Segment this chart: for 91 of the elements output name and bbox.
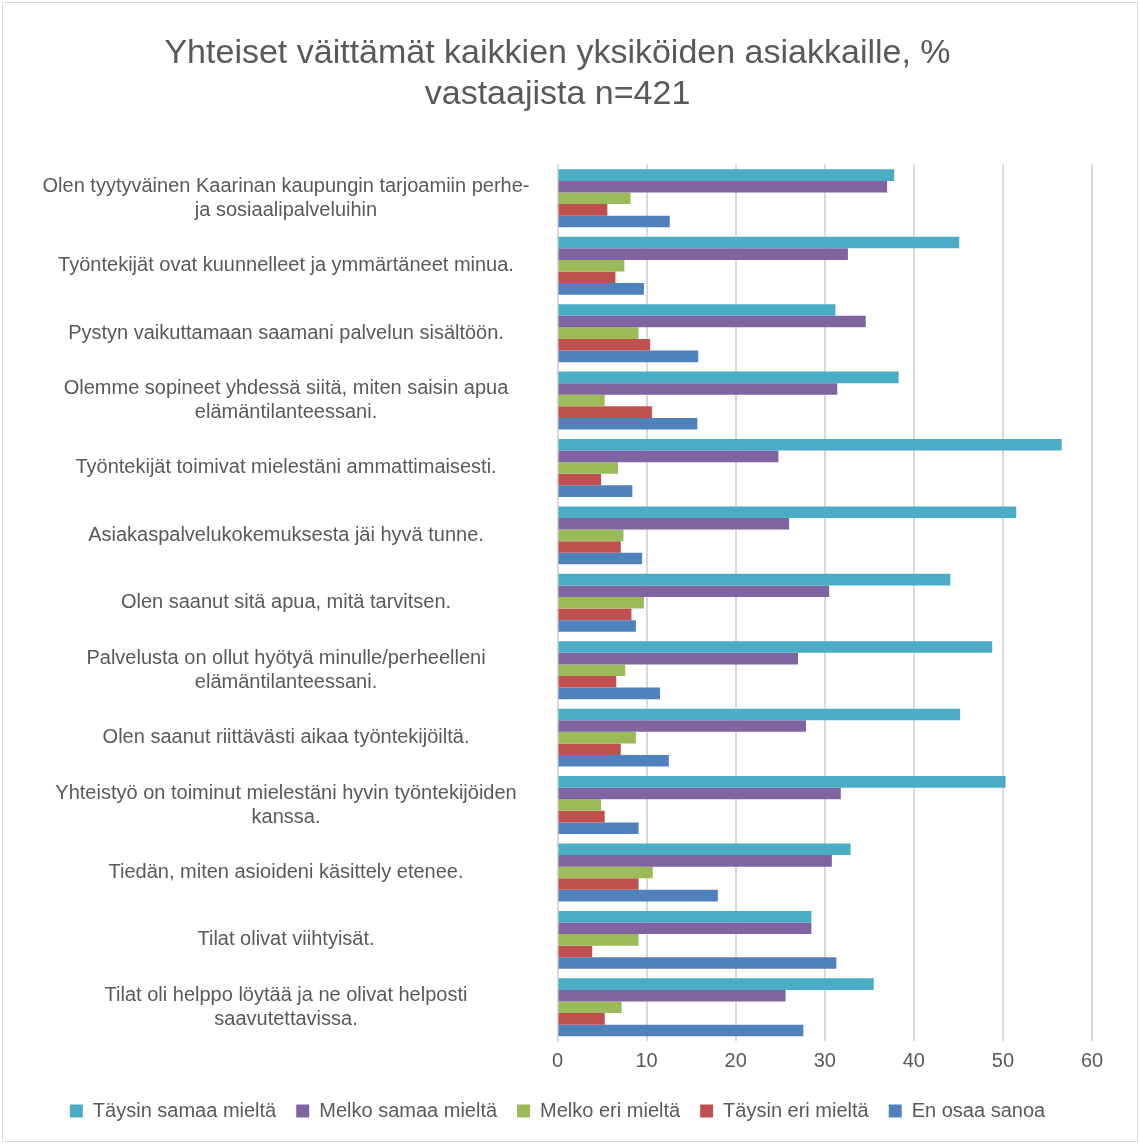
bar xyxy=(558,517,790,530)
x-tick-label: 60 xyxy=(1080,1048,1104,1071)
y-tick-label: Olen saanut riittävästi aikaa työntekijöiltä. xyxy=(102,725,470,748)
bar xyxy=(558,529,624,542)
bar xyxy=(558,485,633,497)
bar xyxy=(558,585,830,597)
bar xyxy=(558,417,698,430)
bar xyxy=(558,866,653,879)
x-tick-label: 40 xyxy=(902,1048,925,1071)
legend-label: Melko eri mieltä xyxy=(540,1098,681,1121)
bar xyxy=(558,283,644,295)
bar xyxy=(558,169,895,181)
x-tick-label: 10 xyxy=(635,1048,658,1071)
bar xyxy=(558,462,619,474)
bar xyxy=(558,192,631,205)
bar xyxy=(558,394,605,407)
y-tick-label: Olen tyytyväinen Kaarinan kaupungin tarjoamiin perhe- ja sosiaalipalveluihin xyxy=(42,173,530,220)
bar xyxy=(558,327,639,339)
y-tick-label: Työntekijät toimivat mielestäni ammattimaisesti. xyxy=(75,455,497,478)
bar xyxy=(558,271,616,284)
y-tick-label: Olen saanut sitä apua, mitä tarvitsen. xyxy=(120,590,452,613)
bar xyxy=(558,608,632,621)
bar xyxy=(558,945,593,958)
bar xyxy=(558,541,621,553)
bar xyxy=(558,922,812,935)
bar xyxy=(558,438,1062,451)
bar xyxy=(558,552,643,565)
x-tick-label: 50 xyxy=(991,1048,1015,1071)
bar xyxy=(558,799,602,811)
bar xyxy=(558,338,651,351)
bar xyxy=(558,506,1017,518)
bar xyxy=(558,406,652,418)
chart-title: Yhteiset väittämät kaikkien yksiköiden asiakkaille, % vastaajista n=421 xyxy=(164,31,951,111)
bar xyxy=(558,731,636,744)
bar xyxy=(558,204,608,216)
bar xyxy=(558,676,617,688)
y-tick-label: Yhteistyö on toiminut mielestäni hyvin työntekijöiden kanssa. xyxy=(55,780,517,827)
bar xyxy=(558,383,838,395)
bar xyxy=(558,450,779,463)
bar xyxy=(558,989,786,1002)
bar xyxy=(558,720,807,732)
bar xyxy=(558,787,841,800)
bar xyxy=(558,855,832,867)
bar xyxy=(558,934,639,946)
x-tick-label: 30 xyxy=(813,1048,836,1071)
bar xyxy=(558,776,1006,788)
bar xyxy=(558,259,625,272)
bar xyxy=(558,843,851,856)
bar xyxy=(558,1001,622,1014)
legend-label: En osaa sanoa xyxy=(911,1098,1047,1121)
y-tick-label: Pystyn vaikuttamaan saamani palvelun sisältöön. xyxy=(68,320,504,343)
y-tick-label: Tiedän, miten asioideni käsittely etenee. xyxy=(108,859,464,882)
bar xyxy=(558,957,837,969)
x-tick-label: 20 xyxy=(724,1048,747,1071)
bar xyxy=(558,180,888,193)
legend-label: Täysin samaa mieltä xyxy=(92,1098,278,1121)
bar xyxy=(558,641,993,653)
bar xyxy=(558,473,602,486)
bar xyxy=(558,743,621,756)
bar xyxy=(558,878,639,890)
legend-label: Täysin eri mieltä xyxy=(723,1098,870,1121)
y-tick-label: Palvelusta on ollut hyötyä minulle/perheelleni elämäntilanteessani. xyxy=(86,645,486,692)
bar xyxy=(558,652,799,665)
bar xyxy=(558,620,636,632)
bar xyxy=(558,573,951,586)
bar xyxy=(558,236,960,249)
bar xyxy=(558,350,699,363)
bar xyxy=(558,371,899,384)
bar xyxy=(558,822,639,835)
bar xyxy=(558,978,874,990)
bar xyxy=(558,1024,804,1037)
bar xyxy=(558,708,961,721)
x-tick-label: 0 xyxy=(551,1048,564,1071)
bar xyxy=(558,755,669,767)
bar xyxy=(558,664,626,677)
bar xyxy=(558,315,866,328)
bar xyxy=(558,687,660,700)
bar xyxy=(558,304,836,316)
bar xyxy=(558,248,848,260)
bar xyxy=(558,810,605,823)
bar xyxy=(558,215,670,228)
y-tick-label: Asiakaspalvelukokemuksesta jäi hyvä tunne. xyxy=(88,522,484,545)
legend-label: Melko samaa mieltä xyxy=(319,1098,498,1121)
bar xyxy=(558,889,718,902)
y-tick-label: Tilat oli helppo löytää ja ne olivat helposti saavutettavissa. xyxy=(104,982,468,1029)
bar xyxy=(558,910,812,923)
y-tick-label: Olemme sopineet yhdessä siitä, miten saisin apua elämäntilanteessani. xyxy=(63,376,510,423)
y-tick-label: Tilat olivat viihtyisät. xyxy=(197,927,375,950)
bar xyxy=(558,597,644,609)
y-tick-label: Työntekijät ovat kuunnelleet ja ymmärtäneet minua. xyxy=(58,253,514,276)
bar xyxy=(558,1013,605,1025)
